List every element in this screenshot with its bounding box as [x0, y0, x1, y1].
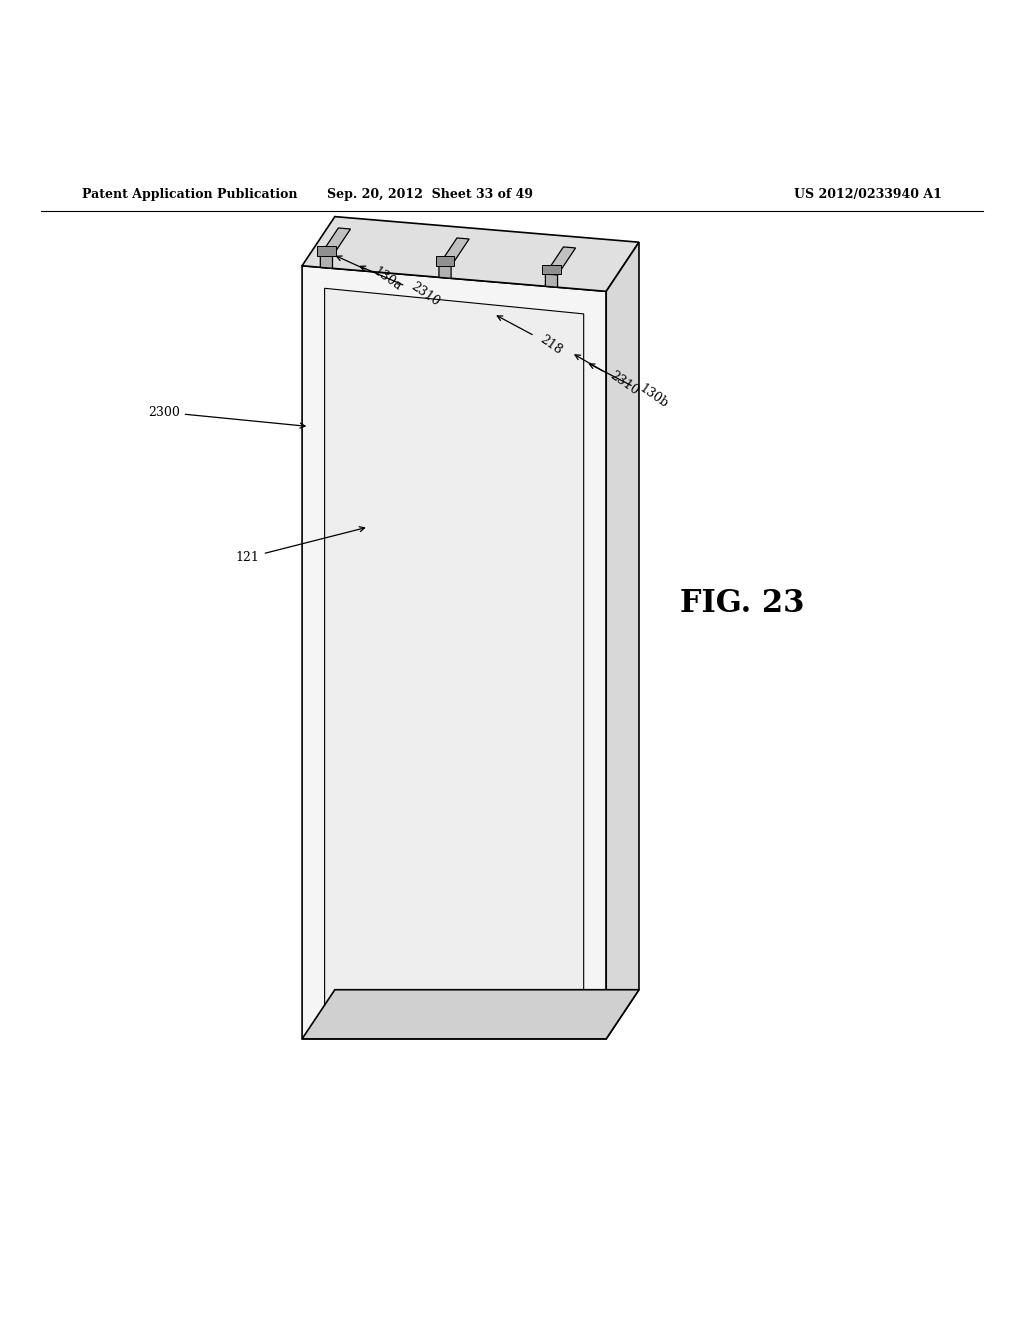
Polygon shape	[317, 247, 336, 256]
Polygon shape	[302, 990, 639, 1039]
Text: Sep. 20, 2012  Sheet 33 of 49: Sep. 20, 2012 Sheet 33 of 49	[327, 187, 534, 201]
Text: 218: 218	[498, 315, 564, 356]
Polygon shape	[302, 216, 639, 292]
Polygon shape	[439, 265, 452, 279]
Polygon shape	[321, 255, 333, 268]
Text: 2310: 2310	[575, 355, 641, 399]
Polygon shape	[436, 256, 455, 265]
Text: 130b: 130b	[590, 364, 670, 412]
Polygon shape	[606, 242, 639, 1039]
Polygon shape	[546, 275, 557, 288]
Polygon shape	[302, 265, 606, 1039]
Polygon shape	[546, 247, 575, 275]
Polygon shape	[321, 228, 350, 256]
Text: 2310: 2310	[360, 267, 441, 309]
Polygon shape	[543, 265, 561, 275]
Text: US 2012/0233940 A1: US 2012/0233940 A1	[795, 187, 942, 201]
Polygon shape	[325, 288, 584, 1016]
Text: Patent Application Publication: Patent Application Publication	[82, 187, 297, 201]
Text: 130a: 130a	[337, 256, 403, 293]
Text: 121: 121	[236, 527, 365, 564]
Text: 2300: 2300	[147, 405, 305, 428]
Text: FIG. 23: FIG. 23	[680, 589, 805, 619]
Polygon shape	[439, 238, 469, 267]
